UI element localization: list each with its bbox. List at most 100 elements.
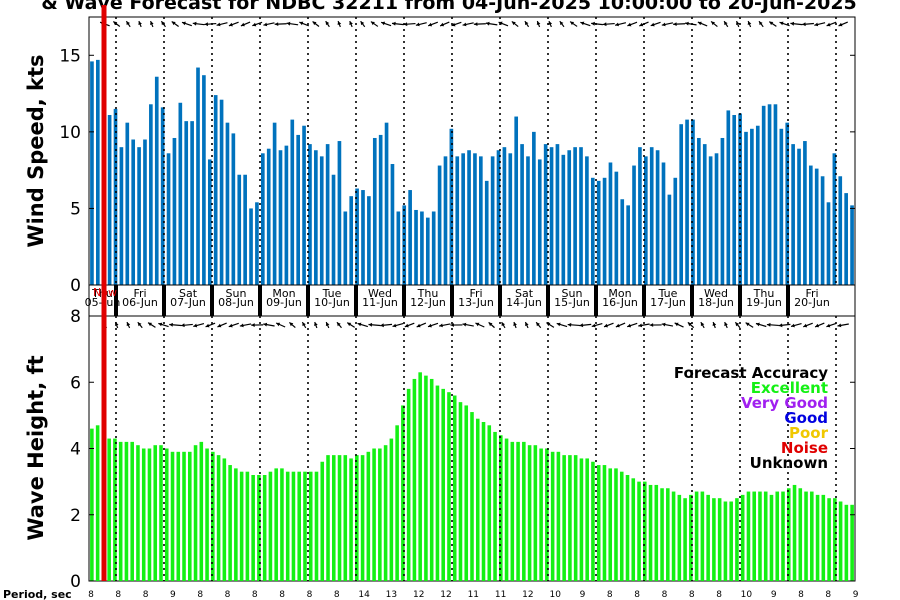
wave-arrow-16 — [288, 321, 296, 329]
wind-arrow-18 — [312, 20, 320, 28]
bar-0-17 — [190, 121, 194, 285]
bar-0-72 — [514, 116, 519, 285]
bar-0-77 — [543, 144, 548, 285]
period-value-21: 8 — [662, 590, 668, 600]
period-value-12: 12 — [413, 590, 424, 600]
period-value-3: 9 — [170, 590, 176, 600]
bar-1-72 — [504, 438, 509, 581]
wind-arrow-11 — [228, 21, 239, 27]
wind-arrow-9 — [204, 22, 217, 27]
wind-arrow-25 — [391, 21, 404, 26]
wind-arrow-49 — [673, 22, 686, 26]
wind-direction-arrows — [99, 20, 848, 28]
bar-0-63 — [461, 153, 465, 285]
bar-1-28 — [251, 475, 255, 581]
bar-1-113 — [740, 494, 745, 582]
bar-1-36 — [297, 471, 301, 581]
period-row-label: Period, sec — [3, 588, 72, 600]
wind-arrow-55 — [747, 20, 752, 28]
bar-0-110 — [738, 113, 742, 285]
day-name-2: Sat — [179, 287, 198, 300]
bar-0-89 — [614, 171, 619, 285]
wind-arrow-15 — [274, 22, 287, 26]
y-tick-label-0-3: 15 — [59, 46, 81, 66]
bar-1-61 — [441, 388, 445, 582]
date-separator-4 — [258, 285, 262, 316]
wave-arrow-63 — [837, 323, 849, 328]
wind-arrow-5 — [160, 20, 166, 28]
legend-item-4: Noise — [781, 439, 828, 457]
wave-arrow-29 — [438, 323, 451, 328]
wind-arrow-39 — [559, 20, 565, 28]
y-tick-label-0-1: 5 — [70, 199, 81, 219]
bar-1-101 — [671, 491, 676, 581]
bar-0-11 — [154, 76, 159, 285]
bar-0-125 — [826, 202, 831, 285]
bar-0-25 — [237, 174, 242, 285]
bar-1-89 — [602, 465, 607, 581]
day-date-9: 14-Jun — [506, 296, 542, 309]
bar-1-125 — [810, 491, 814, 581]
bar-1-3 — [107, 438, 111, 581]
wave-arrow-46 — [638, 323, 650, 328]
bar-0-80 — [561, 154, 566, 285]
bar-1-45 — [349, 458, 353, 581]
wave-arrow-8 — [193, 323, 205, 328]
wave-arrow-32 — [475, 322, 485, 328]
bar-1-75 — [522, 441, 526, 582]
bar-1-90 — [608, 468, 613, 582]
bar-1-66 — [470, 412, 474, 581]
bar-1-35 — [291, 471, 296, 581]
bar-1-128 — [827, 498, 831, 581]
bar-1-24 — [228, 465, 232, 581]
day-date-7: 12-Jun — [410, 296, 446, 309]
wave-arrow-61 — [814, 322, 825, 328]
bar-0-71 — [508, 153, 513, 285]
bar-0-45 — [355, 188, 359, 285]
wind-arrow-53 — [723, 20, 729, 28]
wind-arrow-40 — [569, 21, 578, 27]
bar-0-69 — [496, 150, 501, 285]
bar-0-124 — [820, 176, 825, 285]
wind-speed-panel: 0 5 10 15 Wind Speed, kts — [24, 16, 856, 296]
bar-1-105 — [694, 491, 699, 581]
bar-1-65 — [464, 405, 469, 581]
wind-arrow-14 — [263, 22, 275, 27]
bar-0-97 — [661, 162, 666, 285]
period-value-11: 13 — [386, 590, 397, 600]
bar-1-77 — [533, 445, 538, 581]
bar-0-91 — [626, 205, 630, 285]
period-value-5: 8 — [225, 590, 231, 600]
wind-arrow-57 — [768, 21, 777, 27]
bar-0-108 — [726, 110, 731, 285]
bar-1-41 — [326, 455, 330, 582]
bar-0-87 — [602, 177, 607, 285]
day-name-9: Sat — [515, 287, 534, 300]
day-name-4: Mon — [272, 287, 295, 300]
bar-1-119 — [775, 491, 780, 581]
wave-arrow-14 — [263, 322, 275, 327]
date-separator-12 — [642, 285, 646, 316]
bar-0-52 — [396, 211, 401, 285]
wave-arrow-58 — [778, 323, 791, 328]
wave-arrow-37 — [535, 321, 542, 329]
bar-0-24 — [231, 133, 236, 285]
wind-arrow-42 — [591, 21, 603, 26]
bar-1-87 — [591, 461, 595, 581]
bar-0-86 — [596, 180, 601, 285]
wave-arrow-25 — [392, 323, 404, 328]
bar-0-112 — [750, 128, 754, 285]
bar-0-66 — [479, 156, 483, 285]
wave-arrow-35 — [513, 321, 517, 329]
bar-1-31 — [268, 471, 273, 581]
bar-0-79 — [555, 144, 560, 285]
wind-arrow-48 — [661, 22, 674, 27]
bar-1-80 — [550, 451, 555, 581]
period-value-4: 8 — [197, 590, 203, 600]
wind-arrow-62 — [826, 21, 837, 27]
wave-arrow-41 — [579, 323, 592, 328]
legend-item-3: Poor — [789, 424, 829, 442]
wave-arrow-1 — [114, 321, 119, 329]
wave-arrow-28 — [427, 322, 439, 328]
bar-0-82 — [573, 147, 577, 285]
